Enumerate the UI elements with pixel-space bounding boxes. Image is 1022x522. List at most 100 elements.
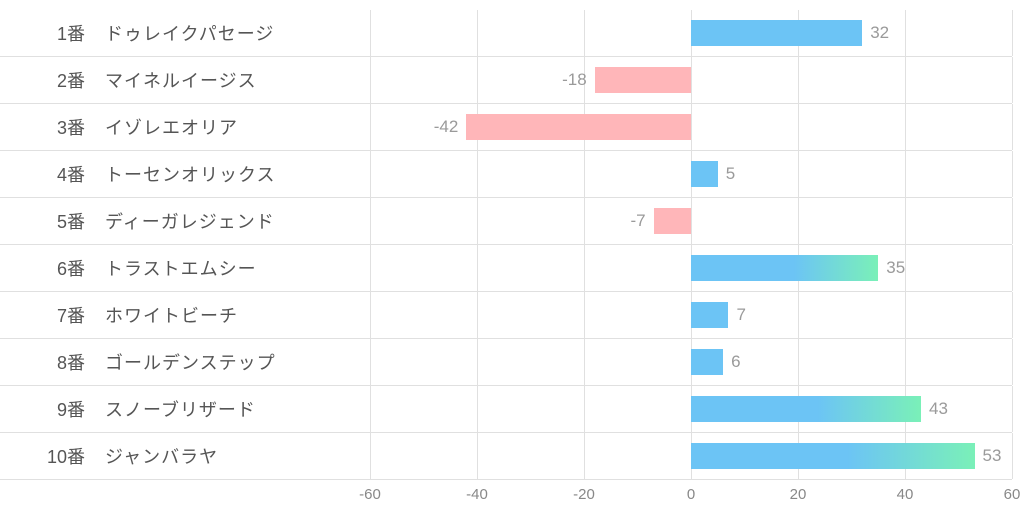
row-name-label: ジャンバラヤ — [105, 443, 218, 469]
grid-line — [1012, 57, 1013, 103]
grid-line — [798, 104, 799, 150]
bar-positive — [691, 20, 862, 46]
grid-line — [1012, 104, 1013, 150]
grid-line — [905, 151, 906, 197]
grid-line — [477, 151, 478, 197]
grid-line — [477, 198, 478, 244]
grid-line — [691, 198, 692, 244]
grid-line — [1012, 433, 1013, 479]
grid-line — [905, 198, 906, 244]
grid-line — [905, 10, 906, 56]
grid-line — [477, 57, 478, 103]
grid-line — [370, 433, 371, 479]
grid-line — [477, 292, 478, 338]
axis-tick-label: 0 — [687, 486, 695, 503]
axis-tick-label: -20 — [573, 486, 595, 503]
axis-tick-label: -40 — [466, 486, 488, 503]
row-label-cell: 5番ディーガレジェンド — [0, 198, 370, 245]
grid-line — [370, 104, 371, 150]
grid-line — [584, 292, 585, 338]
value-label: 43 — [929, 386, 948, 432]
grid-line — [1012, 292, 1013, 338]
grid-line — [584, 151, 585, 197]
grid-line — [370, 386, 371, 432]
value-label: 6 — [731, 339, 740, 385]
row-name-label: ホワイトビーチ — [105, 302, 238, 328]
row-label-cell: 9番スノーブリザード — [0, 386, 370, 433]
row-plot-cell: 32 — [370, 10, 1012, 57]
row-number-label: 2番 — [0, 67, 85, 93]
grid-line — [798, 339, 799, 385]
row-label-cell: 4番トーセンオリックス — [0, 151, 370, 198]
row-number-label: 10番 — [0, 443, 85, 469]
grid-line — [370, 57, 371, 103]
row-label-cell: 6番トラストエムシー — [0, 245, 370, 292]
row-plot-cell: -7 — [370, 198, 1012, 245]
bar-positive — [691, 302, 728, 328]
value-label: 53 — [983, 433, 1002, 479]
row-label-cell: 3番イゾレエオリア — [0, 104, 370, 151]
chart-row: 3番イゾレエオリア -42 — [0, 104, 1022, 151]
grid-line — [584, 245, 585, 291]
bar-positive — [691, 349, 723, 375]
grid-line — [584, 198, 585, 244]
row-plot-cell: 7 — [370, 292, 1012, 339]
grid-line — [798, 57, 799, 103]
bar-positive — [691, 161, 718, 187]
value-label: -42 — [434, 104, 459, 150]
x-axis: -60-40-200204060 — [370, 480, 1012, 520]
grid-line — [370, 292, 371, 338]
value-label: -18 — [562, 57, 587, 103]
grid-line — [477, 433, 478, 479]
grid-line — [1012, 339, 1013, 385]
row-name-label: トーセンオリックス — [105, 161, 275, 187]
grid-line — [905, 292, 906, 338]
row-name-label: ディーガレジェンド — [105, 208, 275, 234]
grid-line — [798, 198, 799, 244]
axis-tick-label: 20 — [790, 486, 807, 503]
grid-line — [370, 245, 371, 291]
row-name-label: スノーブリザード — [105, 396, 256, 422]
row-name-label: ゴールデンステップ — [105, 349, 276, 375]
chart-row: 1番ドゥレイクパセージ32 — [0, 10, 1022, 57]
grid-line — [370, 198, 371, 244]
grid-line — [1012, 386, 1013, 432]
row-label-cell: 7番ホワイトビーチ — [0, 292, 370, 339]
grid-line — [691, 104, 692, 150]
chart-row: 4番トーセンオリックス 5 — [0, 151, 1022, 198]
row-label-cell: 2番マイネルイージス — [0, 57, 370, 104]
row-plot-cell: 43 — [370, 386, 1012, 433]
grid-line — [584, 386, 585, 432]
row-name-label: マイネルイージス — [105, 67, 257, 93]
grid-line — [1012, 198, 1013, 244]
grid-line — [370, 339, 371, 385]
row-label-cell: 8番ゴールデンステップ — [0, 339, 370, 386]
row-name-label: ドゥレイクパセージ — [105, 20, 274, 46]
row-plot-cell: 5 — [370, 151, 1012, 198]
row-name-label: トラストエムシー — [105, 255, 257, 281]
row-number-label: 3番 — [0, 114, 85, 140]
grid-line — [905, 104, 906, 150]
value-label: 5 — [726, 151, 735, 197]
row-number-label: 5番 — [0, 208, 85, 234]
diverging-bar-chart: 1番ドゥレイクパセージ322番マイネルイージス-183番イゾレエオリア-424番… — [0, 0, 1022, 522]
value-label: -7 — [630, 198, 645, 244]
axis-tick-label: 40 — [897, 486, 914, 503]
grid-line — [905, 339, 906, 385]
grid-line — [1012, 245, 1013, 291]
grid-line — [477, 339, 478, 385]
grid-line — [584, 433, 585, 479]
grid-line — [1012, 10, 1013, 56]
bar-negative — [595, 67, 691, 93]
bar-positive — [691, 396, 921, 422]
value-label: 35 — [886, 245, 905, 291]
row-plot-cell: -42 — [370, 104, 1012, 151]
grid-line — [477, 386, 478, 432]
row-plot-cell: 35 — [370, 245, 1012, 292]
grid-line — [798, 292, 799, 338]
grid-line — [477, 245, 478, 291]
chart-row: 2番マイネルイージス -18 — [0, 57, 1022, 104]
row-plot-cell: 53 — [370, 433, 1012, 480]
grid-line — [798, 151, 799, 197]
axis-tick-label: 60 — [1004, 486, 1021, 503]
